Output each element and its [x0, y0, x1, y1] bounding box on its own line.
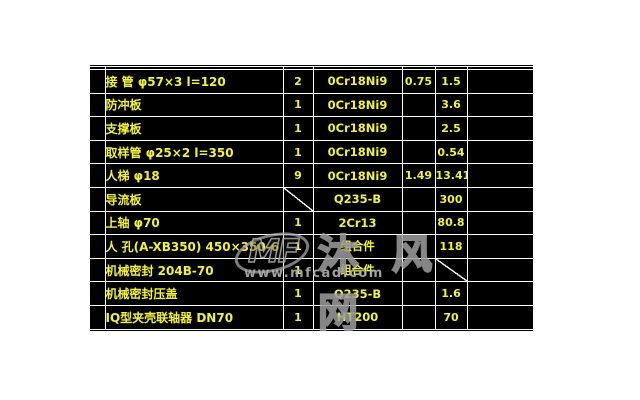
part-material: HT200 [312, 304, 403, 330]
part-total-weight: 3.6 [434, 92, 468, 118]
part-total-weight: 13.41 [434, 163, 468, 188]
table-row: 机械密封压盖 1 Q235-B 1.6 [90, 281, 533, 306]
part-qty: 9 [282, 163, 314, 188]
table-row: 上轴 φ70 1 2Cr13 80.8 [90, 210, 533, 236]
part-name: 人 孔(A-XB350) 450×350-6 [104, 234, 284, 259]
part-total-weight: 70 [434, 304, 468, 330]
part-material: 组合件 [312, 257, 403, 283]
part-material: Q235-B [312, 281, 403, 306]
table-row: 导流板 Q235-B 300 [90, 186, 533, 212]
part-unit-weight [401, 186, 436, 212]
part-remark [466, 186, 533, 212]
table-row: 接 管 φ57×3 l=120 2 0Cr18Ni9 0.75 1.5 [90, 69, 533, 94]
part-unit-weight [401, 116, 436, 141]
part-qty: 1 [282, 257, 314, 283]
diagonal-slash [284, 188, 312, 211]
part-total-weight: 300 [434, 186, 468, 212]
part-name: 取样管 φ25×2 l=350 [104, 139, 284, 165]
table-row: 机械密封 204B-70 1 组合件 [90, 257, 533, 283]
part-qty: 1 [282, 92, 314, 118]
part-name: 机械密封压盖 [104, 281, 284, 306]
part-qty: 1 [282, 139, 314, 165]
table-row: 支撑板 1 0Cr18Ni9 2.5 [90, 116, 533, 141]
part-unit-weight: 1.49 [401, 163, 436, 188]
part-material: 0Cr18Ni9 [312, 92, 403, 118]
part-material: 0Cr18Ni9 [312, 69, 403, 94]
part-material: Q235-B [312, 186, 403, 212]
part-remark [466, 210, 533, 236]
part-total-weight: 1.6 [434, 281, 468, 306]
part-qty: 1 [282, 116, 314, 141]
part-unit-weight [401, 257, 436, 283]
part-qty: 2 [282, 69, 314, 94]
part-total-weight: 1.5 [434, 69, 468, 94]
table-row-clipped-bottom: IQ型夹壳联轴器 DN70 1 HT200 70 [90, 304, 533, 330]
drawing-canvas: 接 管 φ57×3 l=120 2 0Cr18Ni9 0.75 1.5 防冲板 … [90, 65, 533, 331]
part-unit-weight [401, 210, 436, 236]
part-name: 导流板 [104, 186, 284, 212]
part-name: 人梯 φ18 [104, 163, 284, 188]
part-total-weight [434, 257, 468, 283]
part-name: 防冲板 [104, 92, 284, 118]
table-row: 取样管 φ25×2 l=350 1 0Cr18Ni9 0.54 [90, 139, 533, 165]
part-total-weight: 2.5 [434, 116, 468, 141]
table-row-clipped-top [90, 66, 533, 70]
part-unit-weight [401, 281, 436, 306]
part-unit-weight [401, 234, 436, 259]
part-qty [282, 186, 314, 212]
part-unit-weight [401, 304, 436, 330]
part-remark [466, 281, 533, 306]
part-unit-weight [401, 139, 436, 165]
part-material: 0Cr18Ni9 [312, 116, 403, 141]
part-remark [466, 234, 533, 259]
part-unit-weight: 0.75 [401, 69, 436, 94]
part-total-weight: 80.8 [434, 210, 468, 236]
part-remark [466, 163, 533, 188]
part-remark [466, 69, 533, 94]
part-name: IQ型夹壳联轴器 DN70 [104, 304, 284, 330]
part-name: 上轴 φ70 [104, 210, 284, 236]
table-row: 人 孔(A-XB350) 450×350-6 1 组合件 118 [90, 234, 533, 259]
diagonal-slash [436, 259, 466, 281]
part-qty: 1 [282, 281, 314, 306]
part-material: 组合件 [312, 234, 403, 259]
part-material: 0Cr18Ni9 [312, 163, 403, 188]
part-total-weight: 118 [434, 234, 468, 259]
part-remark [466, 304, 533, 330]
part-name: 支撑板 [104, 116, 284, 141]
part-qty: 1 [282, 234, 314, 259]
part-qty: 1 [282, 210, 314, 236]
part-unit-weight [401, 92, 436, 118]
table-row: 防冲板 1 0Cr18Ni9 3.6 [90, 92, 533, 118]
part-remark [466, 116, 533, 141]
part-name: 机械密封 204B-70 [104, 257, 284, 283]
part-material: 2Cr13 [312, 210, 403, 236]
part-remark [466, 257, 533, 283]
part-remark [466, 92, 533, 118]
part-total-weight: 0.54 [434, 139, 468, 165]
part-material: 0Cr18Ni9 [312, 139, 403, 165]
parts-table: 接 管 φ57×3 l=120 2 0Cr18Ni9 0.75 1.5 防冲板 … [90, 66, 533, 330]
part-remark [466, 139, 533, 165]
table-row: 人梯 φ18 9 0Cr18Ni9 1.49 13.41 [90, 163, 533, 188]
part-name: 接 管 φ57×3 l=120 [104, 69, 284, 94]
part-qty: 1 [282, 304, 314, 330]
